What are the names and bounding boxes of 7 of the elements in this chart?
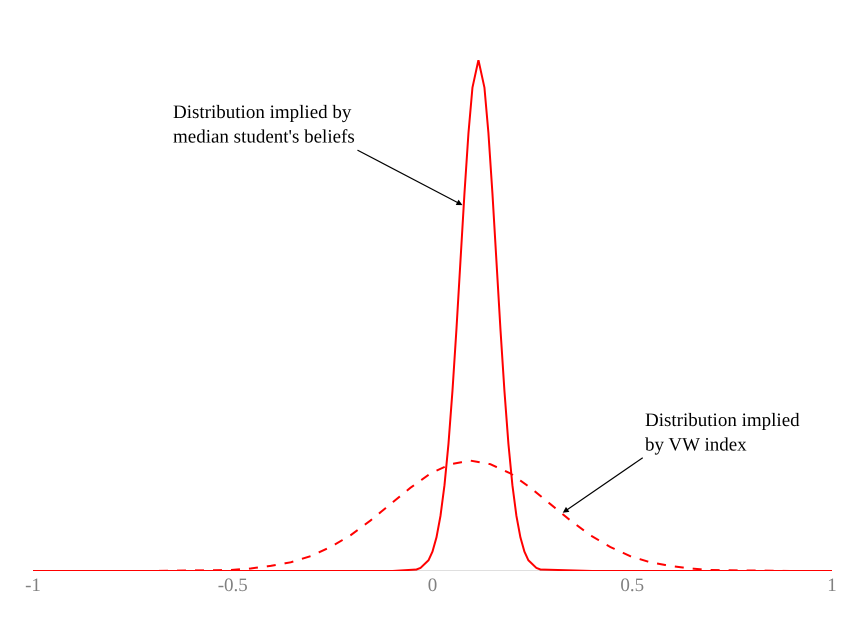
x-tick-label: -0.5 bbox=[218, 575, 248, 596]
x-tick-label: -1 bbox=[25, 575, 41, 596]
x-tick-label: 0.5 bbox=[620, 575, 644, 596]
annotation: Distribution implied by median student's beliefs bbox=[173, 102, 355, 148]
x-tick-label: 1 bbox=[827, 575, 837, 596]
x-tick-label: 0 bbox=[428, 575, 438, 596]
annotation: Distribution implied by VW index bbox=[645, 410, 800, 456]
